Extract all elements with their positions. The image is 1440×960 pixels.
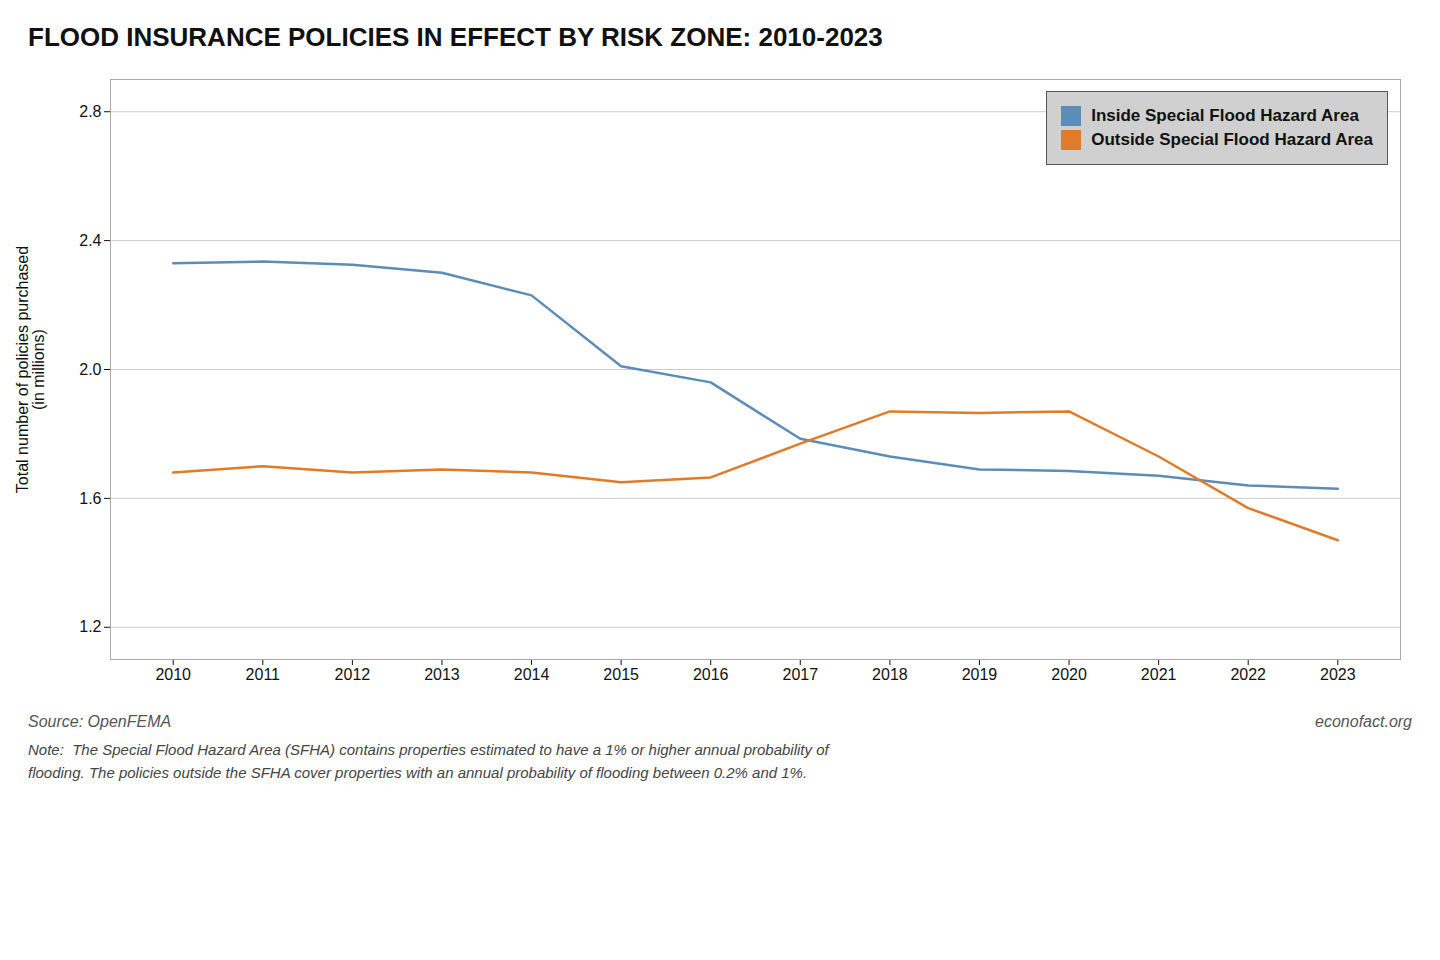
svg-text:2.8: 2.8 bbox=[79, 103, 101, 120]
svg-text:2013: 2013 bbox=[424, 666, 460, 683]
svg-text:2020: 2020 bbox=[1051, 666, 1087, 683]
svg-text:2018: 2018 bbox=[872, 666, 908, 683]
html-text:Inside Special Flood Hazard Ar: Inside Special Flood Hazard Area bbox=[1091, 106, 1359, 125]
svg-text:1.6: 1.6 bbox=[79, 490, 101, 507]
svg-text:2.4: 2.4 bbox=[79, 232, 101, 249]
html-text:Source: OpenFEMA: Source: OpenFEMA bbox=[28, 713, 172, 730]
svg-text:1.2: 1.2 bbox=[79, 618, 101, 635]
svg-text:2017: 2017 bbox=[782, 666, 818, 683]
svg-text:2011: 2011 bbox=[246, 666, 281, 683]
html-text:FLOOD INSURANCE POLICIES IN EF: FLOOD INSURANCE POLICIES IN EFFECT BY RI… bbox=[28, 22, 883, 52]
svg-text:2022: 2022 bbox=[1230, 666, 1266, 683]
svg-text:2.0: 2.0 bbox=[79, 361, 101, 378]
html-text:econofact.org: econofact.org bbox=[1315, 713, 1412, 730]
svg-text:2014: 2014 bbox=[514, 666, 550, 683]
svg-text:2015: 2015 bbox=[603, 666, 639, 683]
svg-text:2023: 2023 bbox=[1320, 666, 1356, 683]
svg-text:2012: 2012 bbox=[335, 666, 371, 683]
html-text:Note: The Special Flood Hazard: Note: The Special Flood Hazard Area (SFH… bbox=[28, 741, 829, 781]
svg-text:2021: 2021 bbox=[1141, 666, 1177, 683]
svg-text:2010: 2010 bbox=[155, 666, 191, 683]
svg-text:2019: 2019 bbox=[962, 666, 998, 683]
html-text:Outside Special Flood Hazard A: Outside Special Flood Hazard Area bbox=[1091, 130, 1373, 149]
svg-text:Total number of policies purch: Total number of policies purchased(in mi… bbox=[14, 246, 47, 493]
svg-text:2016: 2016 bbox=[693, 666, 729, 683]
